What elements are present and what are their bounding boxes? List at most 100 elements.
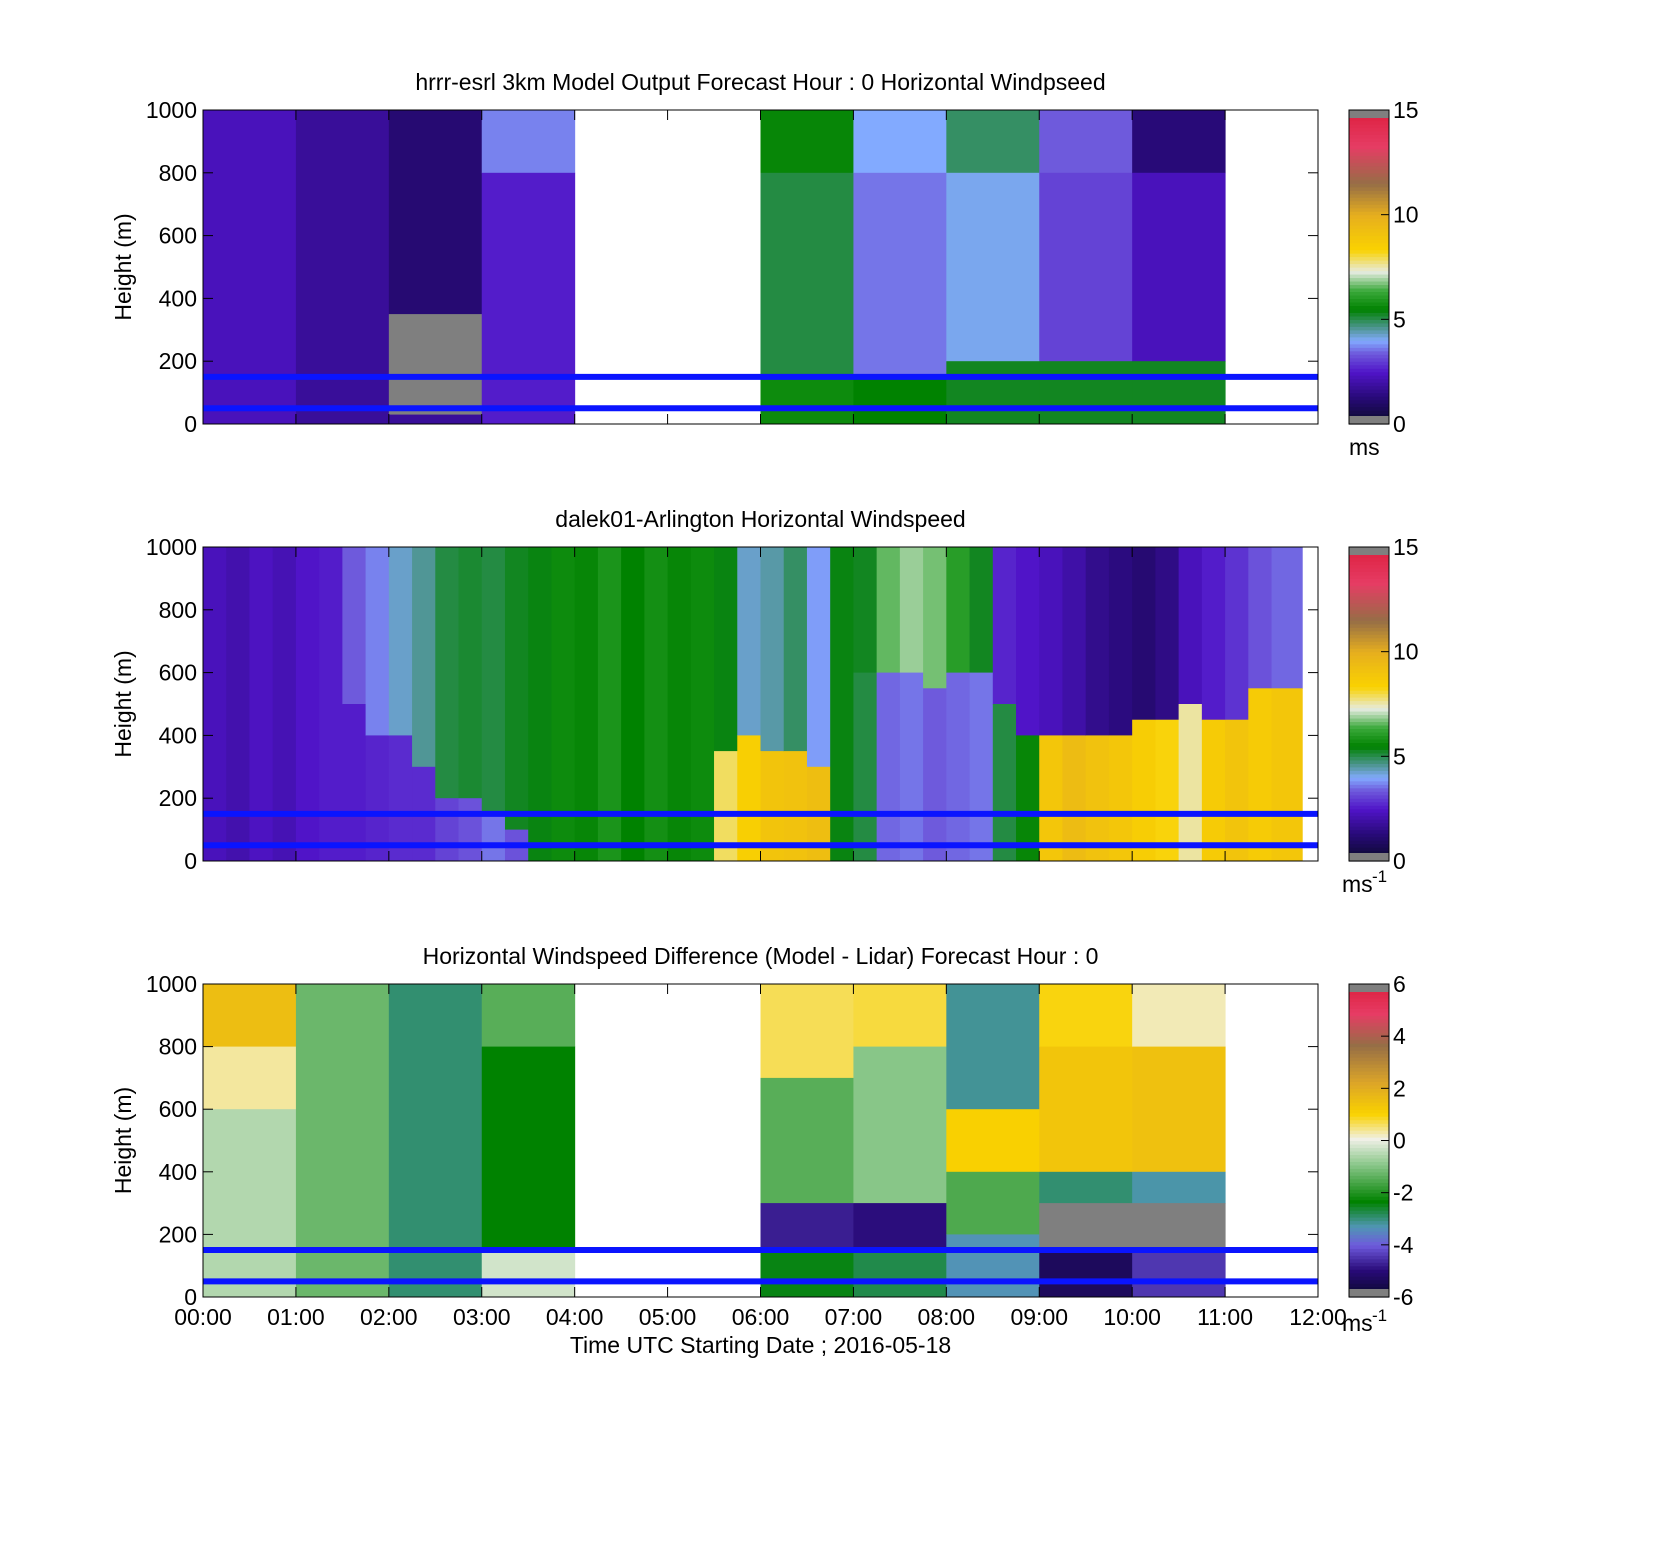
colorbar-segment: [1349, 322, 1389, 327]
heatmap-cell: [388, 547, 413, 736]
heatmap-cell: [853, 672, 878, 862]
colorbar-segment: [1349, 1137, 1389, 1142]
colorbar-segment: [1349, 588, 1389, 593]
colorbar-segment: [1349, 609, 1389, 614]
colorbar-segment: [1349, 399, 1389, 404]
heatmap-cell: [481, 110, 576, 174]
heatmap-cell: [1201, 719, 1226, 862]
colorbar-segment: [1349, 777, 1389, 782]
colorbar-segment: [1349, 1189, 1389, 1194]
colorbar-segment: [1349, 1168, 1389, 1173]
colorbar-tick-label: 10: [1393, 202, 1419, 228]
colorbar-segment: [1349, 693, 1389, 698]
heatmap-cell: [1248, 547, 1273, 689]
colorbar-segment: [1349, 683, 1389, 688]
heatmap-cell: [203, 984, 297, 1048]
colorbar-segment: [1349, 1196, 1389, 1201]
heatmap-cell: [992, 547, 1017, 705]
heatmap-cell: [203, 547, 227, 862]
colorbar-segment: [1349, 235, 1389, 240]
heatmap-cell: [1178, 704, 1203, 862]
colorbar-segment: [1349, 1088, 1389, 1093]
x-tick-label: 01:00: [267, 1304, 325, 1330]
heatmap-cell: [853, 1203, 947, 1251]
colorbar-segment: [1349, 284, 1389, 289]
colorbar-segment: [1349, 1067, 1389, 1072]
colorbar-segment: [1349, 1095, 1389, 1100]
heatmap-cell: [1132, 172, 1226, 362]
heatmap-cell: [1108, 735, 1133, 862]
heatmap-cell: [946, 984, 1040, 1110]
colorbar-segment: [1349, 707, 1389, 712]
heatmap-cell: [1132, 361, 1226, 425]
colorbar-segment: [1349, 413, 1389, 418]
colorbar-segment: [1349, 179, 1389, 184]
y-tick-label: 200: [159, 348, 197, 374]
colorbar-segment: [1349, 574, 1389, 579]
colorbar-segment: [1349, 183, 1389, 188]
y-tick-label: 800: [159, 597, 197, 623]
heatmap-cell: [853, 376, 947, 425]
heatmap-cells: [203, 984, 1226, 1298]
heatmap-cell: [1271, 688, 1303, 862]
colorbar-segment: [1349, 312, 1389, 317]
heatmap-cell: [319, 547, 343, 862]
heatmap-cell: [551, 547, 576, 862]
colorbar-segment: [1349, 557, 1389, 562]
colorbar-tick-label: -2: [1393, 1180, 1413, 1206]
colorbar-segment: [1349, 392, 1389, 397]
x-tick-label: 03:00: [453, 1304, 511, 1330]
heatmap-cell: [1201, 547, 1226, 721]
x-tick-label: 02:00: [360, 1304, 418, 1330]
colorbar-segment: [1349, 246, 1389, 251]
colorbar-tick-label: 0: [1393, 848, 1406, 874]
colorbar-tick-label: -4: [1393, 1232, 1414, 1258]
colorbar-segment: [1349, 784, 1389, 789]
colorbar-segment: [1349, 662, 1389, 667]
heatmap-cell: [481, 1250, 576, 1298]
colorbar-segment: [1349, 1004, 1389, 1009]
heatmap-cell: [946, 1234, 1040, 1298]
x-tick-label: 06:00: [732, 1304, 790, 1330]
colorbar-segment: [1349, 158, 1389, 163]
colorbar-segment: [1349, 602, 1389, 607]
colorbar-box: [1348, 109, 1390, 425]
colorbar-segment: [1349, 403, 1389, 408]
colorbar-segment: [1349, 1074, 1389, 1079]
colorbar-segment: [1349, 270, 1389, 275]
colorbar-segment: [1349, 385, 1389, 390]
colorbar-segment: [1349, 742, 1389, 747]
colorbar-segment: [1349, 221, 1389, 226]
colorbar-segment: [1349, 1018, 1389, 1023]
colorbar-segment: [1349, 350, 1389, 355]
heatmap-cell: [806, 547, 831, 768]
colorbar-segment: [1349, 553, 1389, 559]
colorbar-segment: [1349, 836, 1389, 841]
colorbar-under-swatch: [1349, 853, 1389, 861]
colorbar-segment: [1349, 273, 1389, 279]
colorbar-segment: [1349, 606, 1389, 611]
colorbar-unit-label: ms: [1349, 434, 1380, 460]
heatmap-cell: [969, 547, 994, 674]
heatmap-cell: [481, 1046, 576, 1251]
colorbar-segment: [1349, 336, 1389, 341]
colorbar-segment: [1349, 1022, 1389, 1027]
heatmap-cell: [760, 1077, 854, 1204]
colorbar-segment: [1349, 1203, 1389, 1208]
heatmap-cell: [969, 672, 994, 862]
colorbar-segment: [1349, 410, 1389, 415]
heatmap-cell: [714, 751, 738, 862]
colorbar-segment: [1349, 1154, 1389, 1159]
heatmap-cell: [1085, 547, 1110, 736]
colorbar-segment: [1349, 368, 1389, 373]
panel-title: hrrr-esrl 3km Model Output Forecast Hour…: [415, 69, 1105, 95]
heatmap-cell: [1271, 547, 1303, 689]
colorbar-segment: [1349, 1262, 1389, 1267]
heatmap-cell: [737, 735, 761, 862]
panel-title: Horizontal Windspeed Difference (Model -…: [423, 943, 1099, 969]
heatmap-cell: [365, 735, 390, 862]
heatmap-cell: [295, 984, 390, 1298]
colorbar-segment: [1349, 253, 1389, 258]
colorbar-segment: [1349, 833, 1389, 838]
colorbar-segment: [1349, 714, 1389, 719]
